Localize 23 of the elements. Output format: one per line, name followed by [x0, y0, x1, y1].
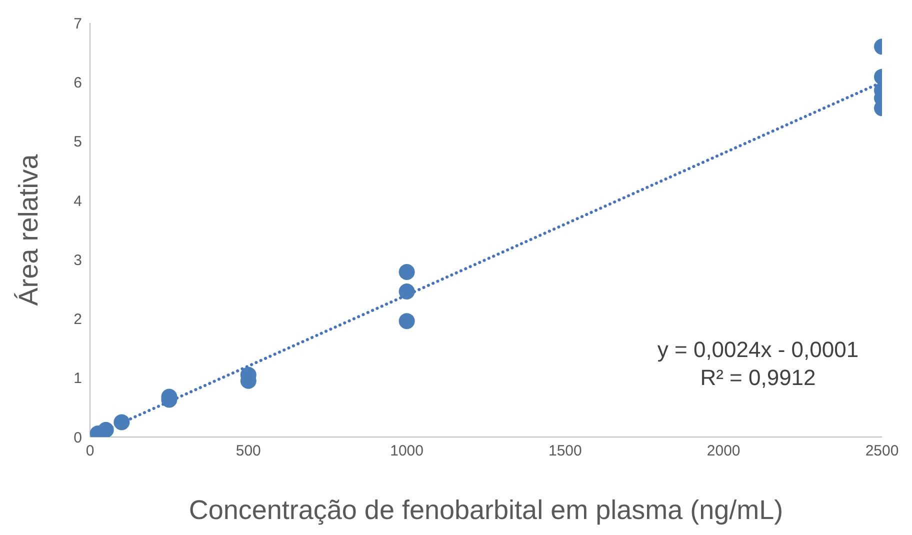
y-tick-label: 6: [74, 74, 82, 92]
point: [398, 284, 415, 300]
x-tick-label: 2500: [865, 442, 899, 460]
point: [398, 264, 415, 280]
annotation: R² = 0,9912: [699, 364, 817, 392]
x-tick-label: 2000: [706, 442, 740, 460]
point: [98, 422, 114, 437]
point: [114, 414, 130, 430]
x-tick-label: 500: [236, 442, 261, 460]
y-tick-label: 4: [74, 192, 82, 210]
x-tick-label: 0: [86, 442, 94, 460]
x-axis-title: Concentração de fenobarbital em plasma (ng/mL): [188, 495, 784, 525]
y-tick-label: 7: [74, 15, 82, 32]
point: [398, 313, 415, 330]
y-tick-label: 1: [74, 370, 82, 388]
x-tick-label: 1500: [548, 442, 582, 460]
y-tick-label: 0: [74, 429, 82, 446]
y-tick-label: 2: [74, 311, 82, 328]
y-axis-title: Área relativa: [14, 153, 44, 306]
y-tick-label: 5: [74, 134, 82, 151]
x-tick-label: 1000: [390, 442, 424, 460]
y-tick-label: 3: [74, 252, 82, 269]
annotation: y = 0,0024x - 0,0001: [656, 336, 860, 364]
